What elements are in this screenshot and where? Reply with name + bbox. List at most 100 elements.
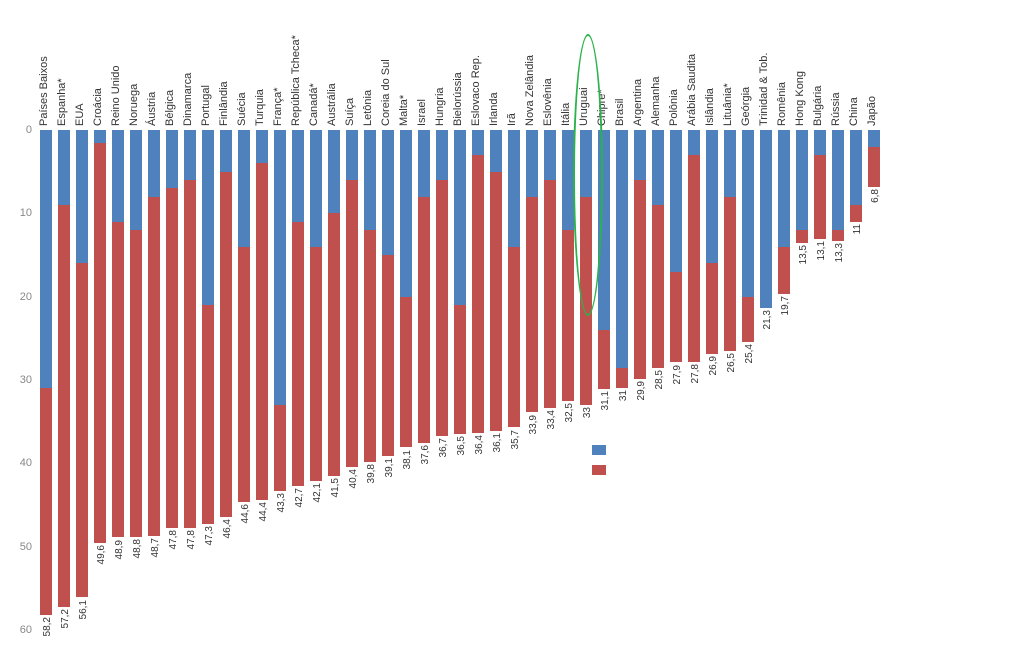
bar-segment-a [868, 130, 880, 147]
bar-segment-a [220, 130, 232, 172]
category-label: Alemanha [650, 76, 662, 126]
value-label: 26,9 [708, 356, 719, 375]
bar-segment-a [508, 130, 520, 247]
value-label: 32,5 [564, 403, 575, 422]
plot-area: Países Baixos58,2Espanha*57,2EUA56,1Croá… [36, 130, 1016, 630]
bar-segment-b [850, 205, 862, 222]
y-tick: 0 [26, 124, 32, 136]
chart-container: 0102030405060 Países Baixos58,2Espanha*5… [0, 0, 1024, 666]
legend-swatch [592, 445, 606, 455]
y-tick: 30 [20, 374, 32, 386]
bar-segment-b [274, 405, 286, 491]
category-label: Letônia [362, 90, 374, 126]
bar-segment-b [688, 155, 700, 362]
bar-segment-a [418, 130, 430, 197]
bar-segment-a [688, 130, 700, 155]
value-label: 49,6 [96, 545, 107, 564]
bar-segment-b [778, 247, 790, 295]
bar-segment-a [130, 130, 142, 230]
category-label: Bélgica [164, 90, 176, 126]
y-tick: 10 [20, 207, 32, 219]
bar-segment-a [40, 130, 52, 388]
bar-segment-b [148, 197, 160, 536]
value-label: 56,1 [78, 600, 89, 619]
value-label: 31 [618, 390, 629, 401]
category-label: EUA [74, 103, 86, 126]
bar-segment-a [706, 130, 718, 263]
legend-item [592, 442, 606, 460]
category-label: Finlândia [218, 81, 230, 126]
bar-segment-b [310, 247, 322, 481]
value-label: 35,7 [510, 430, 521, 449]
value-label: 13,3 [834, 243, 845, 262]
bar-segment-b [706, 263, 718, 354]
bar-segment-a [526, 130, 538, 197]
bar-segment-b [76, 263, 88, 597]
bar-segment-a [382, 130, 394, 255]
bar-segment-a [454, 130, 466, 305]
value-label: 37,6 [420, 445, 431, 464]
bar-segment-b [418, 197, 430, 444]
bar-segment-a [364, 130, 376, 230]
bar-segment-a [184, 130, 196, 180]
category-label: Países Baixos [38, 56, 50, 126]
category-label: Espanha* [56, 78, 68, 126]
bar-segment-b [58, 205, 70, 607]
category-label: Austrália [326, 83, 338, 126]
value-label: 42,7 [294, 488, 305, 507]
category-label: Bielorússia [452, 72, 464, 126]
bar-segment-b [292, 222, 304, 486]
category-label: Suíça [344, 98, 356, 126]
category-label: Eslovênia [542, 78, 554, 126]
bar-segment-b [670, 272, 682, 363]
bar-segment-a [400, 130, 412, 297]
legend-item [592, 462, 606, 480]
category-label: Portugal [200, 85, 212, 126]
value-label: 33,9 [528, 415, 539, 434]
value-label: 26,5 [726, 353, 737, 372]
category-label: Islândia [704, 88, 716, 126]
bar-segment-a [328, 130, 340, 213]
value-label: 58,2 [42, 617, 53, 636]
category-label: França* [272, 87, 284, 126]
y-axis: 0102030405060 [0, 130, 36, 630]
bar-segment-a [310, 130, 322, 247]
bar-segment-b [544, 180, 556, 408]
value-label: 25,4 [744, 344, 755, 363]
category-label: Nova Zelândia [524, 55, 536, 126]
bar-segment-b [796, 230, 808, 243]
value-label: 36,7 [438, 438, 449, 457]
category-label: Argentina [632, 79, 644, 126]
bar-segment-b [868, 147, 880, 187]
bar-segment-a [562, 130, 574, 230]
value-label: 48,7 [150, 538, 161, 557]
bar-segment-a [616, 130, 628, 368]
value-label: 47,8 [186, 530, 197, 549]
category-label: Eslovaco Rep. [470, 55, 482, 126]
value-label: 13,1 [816, 241, 827, 260]
bar-segment-b [40, 388, 52, 615]
bar-segment-b [382, 255, 394, 456]
bar-segment-a [796, 130, 808, 230]
category-label: Hong Kong [794, 71, 806, 126]
value-label: 31,1 [600, 391, 611, 410]
value-label: 27,8 [690, 364, 701, 383]
bar-segment-a [256, 130, 268, 163]
bar-segment-a [292, 130, 304, 222]
bar-segment-a [472, 130, 484, 155]
category-label: Reino Unido [110, 65, 122, 126]
bar-segment-b [634, 180, 646, 379]
bar-segment-b [562, 230, 574, 401]
value-label: 38,1 [402, 450, 413, 469]
category-label: Trinidad & Tob. [758, 53, 770, 126]
category-label: Israel [416, 99, 428, 126]
bar-segment-b [436, 180, 448, 436]
value-label: 43,3 [276, 493, 287, 512]
category-label: Hungria [434, 87, 446, 126]
bar-segment-b [832, 230, 844, 241]
value-label: 47,3 [204, 526, 215, 545]
category-label: Uruguai [578, 87, 590, 126]
value-label: 36,1 [492, 433, 503, 452]
category-label: Áustria [146, 92, 158, 126]
category-label: Polônia [668, 89, 680, 126]
